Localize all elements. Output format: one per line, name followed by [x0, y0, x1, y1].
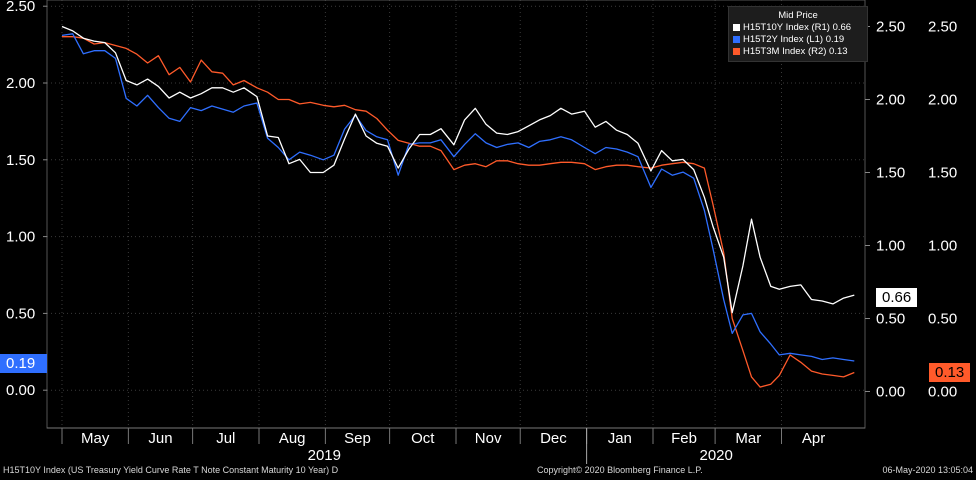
- month-label: Mar: [735, 430, 761, 447]
- month-label: Feb: [671, 430, 697, 447]
- left-tick-label: 0.50: [6, 305, 35, 322]
- month-label: Jul: [216, 430, 235, 447]
- month-label: Dec: [540, 430, 567, 447]
- right-tick-label: 0.00: [876, 384, 905, 401]
- last-value-tag-2y: 0.19: [0, 354, 47, 373]
- legend-swatch-2y: [733, 36, 740, 43]
- x-axis: May Jun Jul Aug Sep Oct Nov Dec Jan Feb Mar Apr 2019…: [61, 428, 825, 464]
- right-tick-label: 2.00: [876, 92, 905, 109]
- right-axis: 2.50 2.50 2.00 2.00 1.50 1.50 1.00 1.00 0.50 0.50…: [865, 19, 957, 401]
- right-tick-label: 2.50: [876, 19, 905, 36]
- month-label: Nov: [475, 430, 502, 447]
- right-outer-tick-label: 0.50: [928, 311, 957, 328]
- footer-copyright: Copyright© 2020 Bloomberg Finance L.P.: [537, 465, 703, 475]
- left-axis: 2.50 2.00 1.50 1.00 0.50 0.00: [6, 0, 47, 399]
- legend-label-10y: H15T10Y Index (R1) 0.66: [743, 22, 852, 33]
- series-line-h15t2y-index: [61, 33, 855, 362]
- legend-label-3m: H15T3M Index (R2) 0.13: [743, 46, 848, 57]
- right-tick-label: 1.50: [876, 165, 905, 182]
- legend-swatch-3m: [733, 48, 740, 55]
- month-label: May: [81, 430, 110, 447]
- month-label: Jun: [148, 430, 172, 447]
- right-tick-label: 1.00: [876, 238, 905, 255]
- month-label: Apr: [802, 430, 825, 447]
- right-outer-tick-label: 2.50: [928, 19, 957, 36]
- year-label: 2020: [699, 447, 732, 464]
- month-label: Sep: [344, 430, 371, 447]
- left-tick-label: 1.00: [6, 229, 35, 246]
- footer-timestamp: 06-May-2020 13:05:04: [882, 465, 973, 475]
- legend: Mid Price H15T10Y Index (R1) 0.66 H15T2Y…: [728, 6, 868, 62]
- legend-swatch-10y: [733, 24, 740, 31]
- month-label: Oct: [411, 430, 435, 447]
- left-tick-label: 2.50: [6, 0, 35, 15]
- right-outer-tick-label: 1.50: [928, 165, 957, 182]
- legend-entry-3m: H15T3M Index (R2) 0.13: [729, 46, 867, 58]
- right-outer-tick-label: 0.00: [928, 384, 957, 401]
- legend-entry-2y: H15T2Y Index (L1) 0.19: [729, 34, 867, 46]
- legend-entry-10y: H15T10Y Index (R1) 0.66: [729, 22, 867, 34]
- grid-lines: [47, 0, 865, 428]
- year-label: 2019: [308, 447, 341, 464]
- series-line-h15t10y-index: [61, 25, 855, 314]
- legend-label-2y: H15T2Y Index (L1) 0.19: [743, 34, 845, 45]
- legend-title: Mid Price: [778, 10, 818, 21]
- series-lines: [61, 25, 855, 388]
- left-tick-label: 0.00: [6, 382, 35, 399]
- right-outer-tick-label: 1.00: [928, 238, 957, 255]
- right-tick-label: 0.50: [876, 311, 905, 328]
- last-value-tag-10y: 0.66: [876, 288, 918, 307]
- right-outer-tick-label: 2.00: [928, 92, 957, 109]
- month-label: Jan: [608, 430, 632, 447]
- footer-security-description: H15T10Y Index (US Treasury Yield Curve R…: [3, 465, 339, 475]
- last-value-tag-3m: 0.13: [929, 363, 971, 382]
- left-tick-label: 1.50: [6, 152, 35, 169]
- series-line-h15t3m-index: [62, 36, 855, 388]
- month-label: Aug: [279, 430, 306, 447]
- left-tick-label: 2.00: [6, 75, 35, 92]
